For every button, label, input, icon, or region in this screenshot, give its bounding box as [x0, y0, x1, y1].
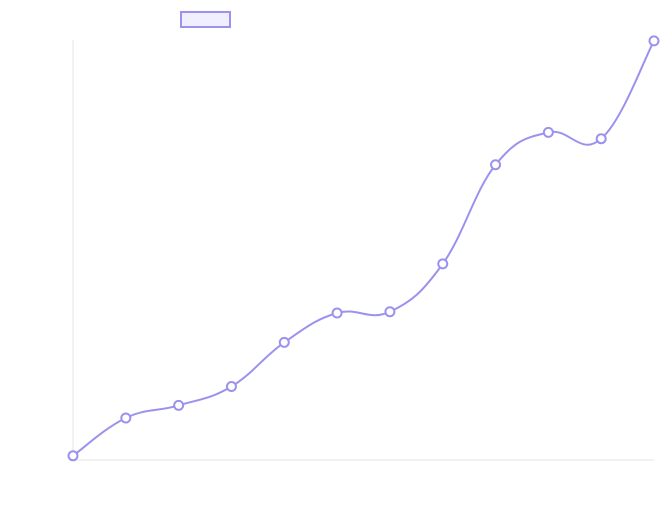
data-point-4[interactable] [225, 381, 237, 392]
data-point-11[interactable] [595, 133, 607, 145]
data-point-7[interactable] [384, 306, 396, 318]
data-point-3[interactable] [173, 399, 185, 411]
data-point-5[interactable] [278, 336, 290, 348]
legend [180, 11, 231, 28]
legend-swatch[interactable] [180, 11, 231, 28]
data-point-1[interactable] [67, 450, 79, 462]
data-point-8[interactable] [437, 258, 449, 270]
data-point-6[interactable] [331, 307, 343, 319]
data-point-2[interactable] [120, 412, 132, 424]
axes [72, 40, 654, 461]
data-point-9[interactable] [490, 159, 502, 171]
series-0-line [72, 40, 655, 457]
data-point-10[interactable] [542, 126, 554, 138]
data-point-12[interactable] [648, 35, 660, 47]
series-layer [67, 35, 660, 462]
